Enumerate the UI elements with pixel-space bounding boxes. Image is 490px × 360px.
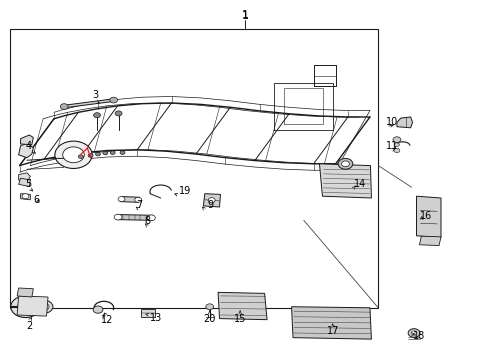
Polygon shape	[218, 292, 267, 320]
Text: 15: 15	[234, 314, 246, 324]
Text: 17: 17	[327, 326, 340, 336]
Polygon shape	[203, 194, 220, 207]
Polygon shape	[17, 288, 33, 297]
Circle shape	[39, 303, 49, 310]
Circle shape	[411, 331, 417, 335]
Circle shape	[94, 113, 100, 118]
Circle shape	[88, 154, 93, 157]
Text: 18: 18	[413, 330, 425, 341]
Circle shape	[114, 214, 122, 220]
Circle shape	[103, 151, 108, 155]
Bar	[141, 309, 155, 317]
Circle shape	[208, 198, 215, 203]
Text: 5: 5	[25, 179, 31, 189]
Polygon shape	[416, 196, 441, 238]
Circle shape	[118, 197, 125, 202]
Text: 12: 12	[100, 315, 113, 325]
Circle shape	[338, 158, 353, 169]
Polygon shape	[21, 135, 33, 145]
Polygon shape	[319, 164, 371, 198]
Circle shape	[78, 155, 83, 158]
Polygon shape	[63, 99, 115, 108]
Circle shape	[18, 301, 33, 312]
Circle shape	[393, 137, 401, 143]
Circle shape	[408, 329, 420, 337]
Polygon shape	[292, 307, 371, 339]
Text: 9: 9	[208, 200, 214, 210]
Circle shape	[206, 304, 214, 310]
Polygon shape	[117, 215, 153, 220]
Circle shape	[22, 194, 29, 199]
Text: 1: 1	[242, 10, 248, 20]
Polygon shape	[21, 194, 30, 200]
Bar	[10, 29, 378, 308]
Text: 13: 13	[150, 312, 162, 323]
Circle shape	[110, 151, 115, 154]
Text: 14: 14	[354, 179, 366, 189]
Text: 10: 10	[386, 117, 398, 127]
Circle shape	[55, 141, 92, 168]
Text: 8: 8	[144, 216, 150, 226]
Circle shape	[342, 161, 349, 167]
Text: 20: 20	[203, 314, 216, 324]
Polygon shape	[397, 117, 413, 128]
Circle shape	[120, 151, 125, 154]
Text: 7: 7	[137, 200, 143, 210]
Polygon shape	[120, 197, 140, 202]
Polygon shape	[17, 296, 48, 316]
Polygon shape	[19, 143, 33, 158]
Circle shape	[93, 306, 103, 313]
Circle shape	[11, 296, 40, 318]
Circle shape	[147, 215, 155, 221]
Circle shape	[60, 104, 68, 109]
Circle shape	[110, 97, 118, 103]
Text: 16: 16	[420, 211, 433, 221]
Text: 3: 3	[93, 90, 98, 100]
Text: 4: 4	[25, 141, 31, 151]
Polygon shape	[19, 178, 30, 186]
Text: 6: 6	[34, 195, 40, 205]
Circle shape	[35, 300, 53, 313]
Text: 19: 19	[179, 186, 191, 196]
Circle shape	[135, 197, 142, 202]
Text: 2: 2	[26, 321, 32, 331]
Text: 11: 11	[386, 141, 398, 151]
Circle shape	[96, 152, 100, 156]
Circle shape	[394, 143, 399, 147]
Polygon shape	[419, 236, 441, 246]
Text: 1: 1	[242, 11, 248, 21]
Circle shape	[63, 147, 84, 163]
Polygon shape	[19, 173, 30, 182]
Circle shape	[394, 148, 400, 153]
Circle shape	[115, 111, 122, 116]
